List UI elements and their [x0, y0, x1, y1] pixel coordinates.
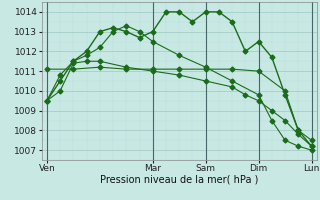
X-axis label: Pression niveau de la mer( hPa ): Pression niveau de la mer( hPa )	[100, 175, 258, 185]
